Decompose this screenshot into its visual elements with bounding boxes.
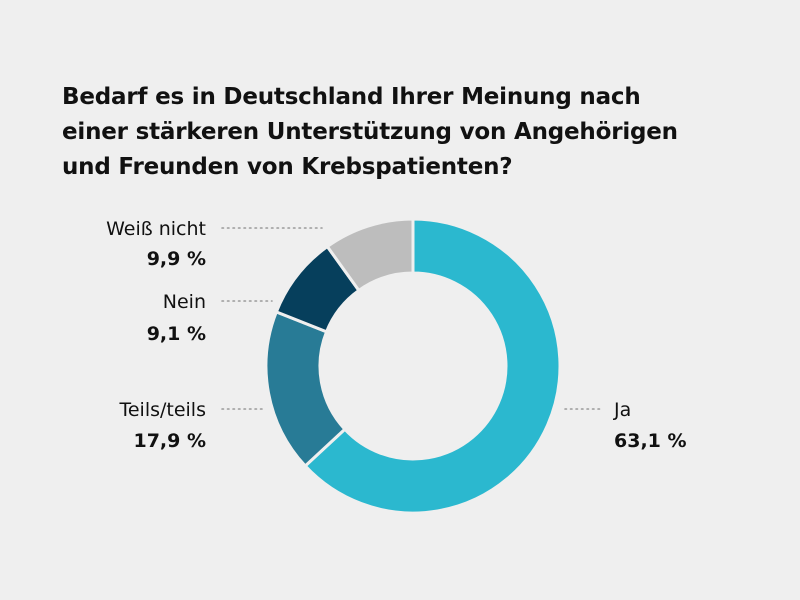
chart-title: Bedarf es in Deutschland Ihrer Meinung n… xyxy=(62,80,762,185)
chart-title-line-1: Bedarf es in Deutschland Ihrer Meinung n… xyxy=(62,84,641,110)
label-teils-teils: Teils/teils xyxy=(118,399,206,421)
donut-slices xyxy=(264,217,562,515)
value-weiss-nicht: 9,9 % xyxy=(147,248,206,270)
value-nein: 9,1 % xyxy=(147,323,206,345)
value-ja: 63,1 % xyxy=(614,430,687,452)
value-teils-teils: 17,9 % xyxy=(133,430,206,452)
label-weiss-nicht: Weiß nicht xyxy=(106,218,206,240)
chart-title-line-2: einer stärkeren Unterstützung von Angehö… xyxy=(62,119,678,145)
label-ja: Ja xyxy=(613,399,631,421)
label-nein: Nein xyxy=(163,291,206,313)
donut-slice-weiß-nicht xyxy=(325,217,415,293)
donut-slice-ja xyxy=(303,217,562,515)
chart-title-line-3: und Freunden von Krebspatienten? xyxy=(62,154,513,180)
